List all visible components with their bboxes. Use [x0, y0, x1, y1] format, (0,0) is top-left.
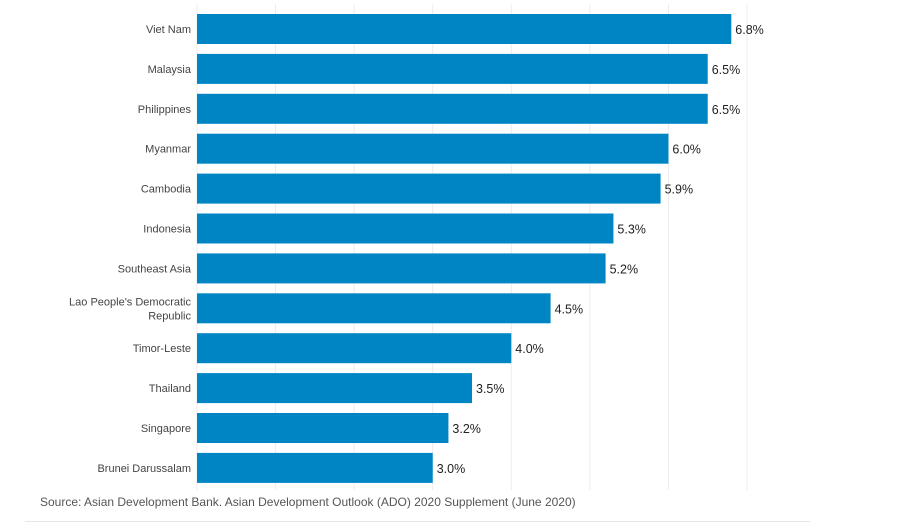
bar [197, 253, 606, 284]
category-label: Malaysia [148, 64, 192, 76]
category-label: Singapore [141, 423, 191, 435]
category-label: Philippines [138, 104, 192, 116]
value-label: 4.5% [555, 302, 584, 316]
category-label: Brunei Darussalam [97, 463, 191, 475]
category-label: Timor-Leste [133, 343, 191, 355]
bar [197, 93, 708, 124]
value-label: 3.2% [452, 422, 481, 436]
value-label: 5.3% [617, 223, 646, 237]
bar [197, 293, 551, 324]
bar [197, 53, 708, 84]
bar [197, 173, 661, 204]
bars [197, 14, 732, 483]
value-label: 6.0% [672, 143, 701, 157]
source-note: Source: Asian Development Bank. Asian De… [40, 495, 576, 509]
category-label: Southeast Asia [118, 263, 192, 275]
value-label: 3.5% [476, 382, 505, 396]
value-label: 3.0% [437, 462, 466, 476]
category-label: Cambodia [141, 184, 192, 196]
value-labels: 6.8% 6.5% 6.5% 6.0% 5.9% 5.3% 5.2% 4.5% 4.0% 3.5%… [437, 23, 764, 476]
bar [197, 452, 433, 483]
bar [197, 213, 614, 244]
bar [197, 413, 449, 443]
category-label: Myanmar [145, 144, 191, 156]
bar-chart: Viet Nam Malaysia Philippines Myanmar Cambod… [69, 4, 764, 490]
value-label: 6.8% [735, 23, 764, 37]
value-label: 5.9% [665, 183, 694, 197]
bar [197, 333, 512, 364]
category-labels: Viet Nam Malaysia Philippines Myanmar Cambod… [69, 24, 192, 475]
category-label: Indonesia [143, 224, 192, 236]
category-label: Lao People's Democratic Republic [69, 296, 191, 322]
value-label: 4.0% [515, 342, 544, 356]
value-label: 6.5% [712, 63, 741, 77]
bar [197, 373, 472, 404]
category-label: Thailand [149, 383, 191, 395]
bar [197, 14, 732, 44]
bottom-divider [25, 521, 810, 522]
category-label: Viet Nam [146, 24, 191, 36]
value-label: 6.5% [712, 103, 741, 117]
bar [197, 133, 669, 164]
value-label: 5.2% [610, 262, 639, 276]
gridlines [196, 4, 748, 490]
